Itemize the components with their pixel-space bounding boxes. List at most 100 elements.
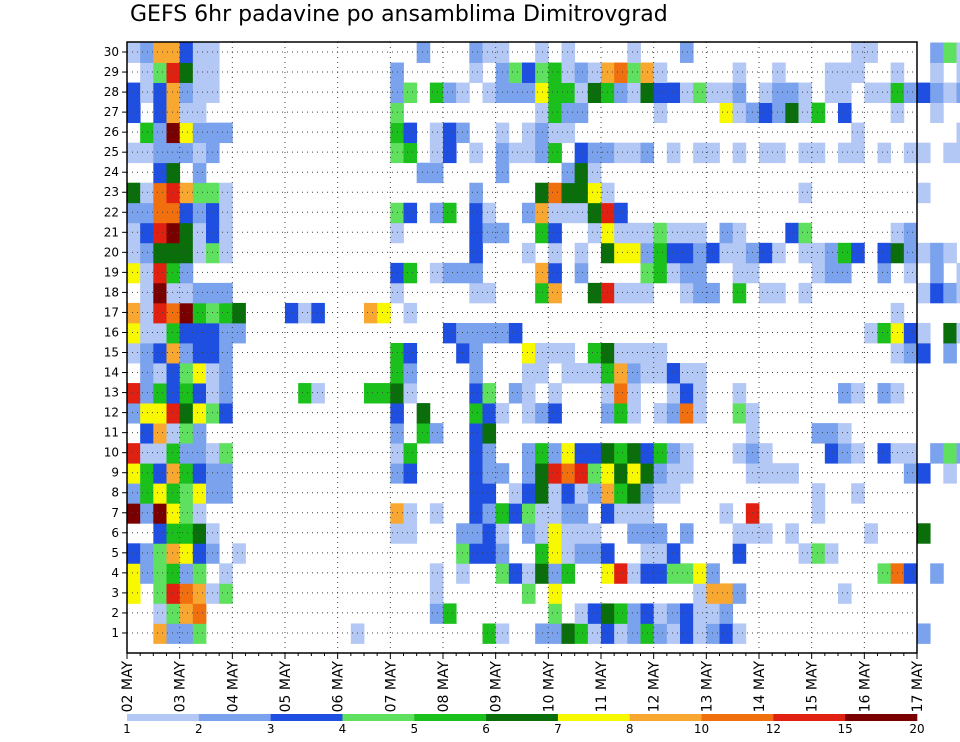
heatmap-cell-m22 [601,202,615,224]
heatmap-cell-m10 [759,443,773,464]
heatmap-cell-m14 [680,363,694,384]
heatmap-cell-m14 [153,363,167,384]
heatmap-cell-m21 [680,222,694,244]
heatmap-cell-m4 [495,563,510,584]
heatmap-cell-m1 [719,623,734,644]
heatmap-cell-m29 [601,62,615,83]
heatmap-cell-m3 [732,583,747,604]
heatmap-cell-m20 [206,242,220,264]
heatmap-cell-m10 [561,443,576,464]
heatmap-cell-m11 [390,423,404,444]
heatmap-cell-m30 [535,42,549,63]
heatmap-cell-m22 [140,202,154,224]
heatmap-cell-m27 [759,102,773,124]
heatmap-cell-m1 [706,623,720,644]
heatmap-cell-m19 [877,262,892,284]
heatmap-cell-m30 [561,42,576,63]
x-axis: 02 MAY 03 MAY 04 MAY 05 MAY 06 MAY 07 MAY 08 M… [120,653,926,712]
heatmap-cell-m21 [192,222,207,244]
x-tick-label: 17 MAY [910,661,926,713]
heatmap-cell-m2 [627,603,641,624]
heatmap-cell-m29 [890,62,905,83]
heatmap-cell-m29 [956,62,960,83]
heatmap-cell-m20 [469,242,483,264]
heatmap-cell-m6 [680,523,694,544]
heatmap-cell-m19 [456,262,470,284]
heatmap-cell-m4 [614,563,628,584]
heatmap-cell-m25 [903,142,918,164]
legend-swatch [845,714,918,721]
heatmap-cell-m28 [903,82,918,103]
heatmap-cell-m10 [166,443,181,464]
legend-label: 8 [626,722,634,736]
legend-swatch [701,714,774,721]
heatmap-cell-m13 [469,383,483,404]
heatmap-cell-m3 [219,583,233,604]
heatmap-cell-m6 [403,523,418,544]
heatmap-cell-m29 [732,62,747,83]
heatmap-cell-m10 [206,443,220,464]
heatmap-cell-m7 [535,503,549,524]
heatmap-cell-m30 [956,42,960,63]
heatmap-cell-m20 [917,242,931,264]
heatmap-cell-m26 [495,122,510,144]
heatmap-cell-m5 [127,543,141,564]
heatmap-cell-m3 [127,583,141,604]
heatmap-cell-m9 [495,463,510,484]
heatmap-cell-m30 [930,42,944,63]
heatmap-cell-m19 [574,262,589,284]
heatmap-cell-m20 [851,242,865,264]
heatmap-cell-m23 [127,182,141,204]
heatmap-cell-m13 [482,383,497,404]
heatmap-cell-m14 [666,363,681,384]
y-tick-label: 20 [104,245,119,259]
heatmap-cell-m27 [535,102,549,124]
heatmap-cell-m8 [666,483,681,504]
y-tick-label: 19 [104,265,119,279]
heatmap-cell-m4 [127,563,141,584]
heatmap-cell-m25 [956,142,960,164]
legend-label: 10 [694,722,709,736]
heatmap-cell-m12 [166,403,181,424]
heatmap-cell-m2 [680,603,694,624]
heatmap-cell-m28 [772,82,786,103]
heatmap-cell-m22 [429,202,444,224]
heatmap-cell-m20 [140,242,154,264]
heatmap-cell-m19 [653,262,668,284]
heatmap-cell-m15 [522,342,536,364]
heatmap-cell-m26 [522,122,536,144]
heatmap-cell-m26 [851,122,865,144]
heatmap-cell-m20 [759,242,773,264]
heatmap-cell-m3 [719,583,734,604]
heatmap-cell-m28 [706,82,720,103]
heatmap-cell-m3 [522,583,536,604]
heatmap-cell-m25 [772,142,786,164]
heatmap-cell-m23 [219,182,233,204]
heatmap-cell-m2 [429,603,444,624]
heatmap-cell-m9 [917,463,931,484]
heatmap-cell-m30 [482,42,497,63]
color-legend: 1 2 3 4 5 6 7 8 10 12 15 20 [123,714,925,736]
heatmap-cell-m17 [377,302,391,324]
heatmap-cell-m25 [179,142,194,164]
heatmap-cell-m7 [166,503,181,524]
heatmap-cell-m29 [390,62,404,83]
heatmap-cell-m10 [574,443,589,464]
heatmap-cell-m15 [917,342,931,364]
heatmap-cell-m19 [166,262,181,284]
y-tick-label: 26 [104,125,119,139]
heatmap-cell-m22 [469,202,483,224]
heatmap-cell-m25 [838,142,852,164]
heatmap-cell-m27 [192,102,207,124]
heatmap-cell-m4 [153,563,167,584]
heatmap-cell-m19 [140,262,154,284]
heatmap-cell-m6 [469,523,483,544]
heatmap-cell-m4 [522,563,536,584]
heatmap-cell-m19 [680,262,694,284]
heatmap-cell-m27 [930,102,944,124]
heatmap-cell-m12 [522,403,536,424]
heatmap-cell-m28 [561,82,576,103]
heatmap-cell-m18 [943,282,957,304]
heatmap-cell-m8 [482,483,497,504]
heatmap-cell-m19 [403,262,418,284]
